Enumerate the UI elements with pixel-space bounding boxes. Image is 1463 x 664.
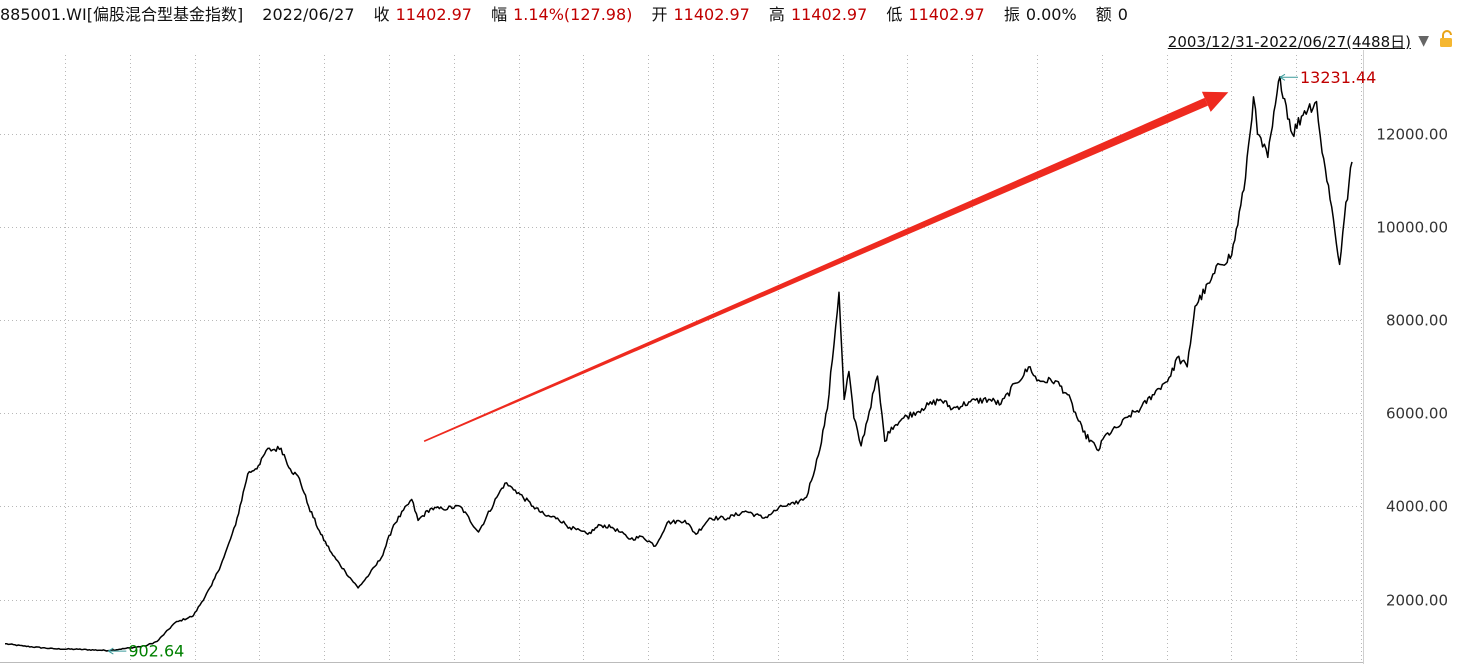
triangle-down-icon[interactable]: ▼ bbox=[1418, 33, 1429, 49]
min-marker-arrowhead bbox=[108, 647, 114, 655]
y-tick-label: 8000.00 bbox=[1386, 312, 1448, 330]
y-tick-label: 4000.00 bbox=[1386, 498, 1448, 516]
change-value: 1.14%(127.98) bbox=[513, 5, 633, 24]
y-tick-label: 2000.00 bbox=[1386, 592, 1448, 610]
fund-index-name: 885001.WI[偏股混合型基金指数] bbox=[0, 5, 244, 24]
high-value: 11402.97 bbox=[790, 5, 868, 24]
open-value: 11402.97 bbox=[673, 5, 750, 24]
open-label: 开 bbox=[651, 5, 668, 24]
close-value: 11402.97 bbox=[395, 5, 472, 24]
y-tick-label: 6000.00 bbox=[1386, 405, 1448, 423]
low-value: 11402.97 bbox=[908, 5, 985, 24]
amount-value: 0 bbox=[1117, 5, 1128, 24]
trend-arrow-head bbox=[1201, 91, 1229, 112]
trend-arrow-shaft bbox=[423, 97, 1208, 443]
change-label: 幅 bbox=[491, 5, 508, 24]
amount-label: 额 bbox=[1095, 5, 1112, 24]
min-value-label: 902.64 bbox=[128, 642, 184, 661]
lock-icon[interactable] bbox=[1437, 30, 1457, 48]
price-series-line bbox=[5, 76, 1353, 652]
max-marker-arrowhead bbox=[1279, 73, 1286, 81]
amplitude-label: 振 bbox=[1003, 5, 1020, 24]
y-tick-label: 10000.00 bbox=[1376, 219, 1448, 237]
quote-header: 885001.WI[偏股混合型基金指数] 2022/06/27 收 11402.9… bbox=[0, 0, 1463, 30]
y-tick-label: 12000.00 bbox=[1376, 126, 1448, 144]
date-range-selector[interactable]: 2003/12/31-2022/06/27(4488日) bbox=[1167, 33, 1411, 51]
quote-date: 2022/06/27 bbox=[262, 5, 355, 24]
close-label: 收 bbox=[373, 5, 390, 24]
high-label: 高 bbox=[768, 5, 785, 24]
low-label: 低 bbox=[886, 5, 903, 24]
max-value-label: 13231.44 bbox=[1300, 68, 1376, 87]
amplitude-value: 0.00% bbox=[1025, 5, 1077, 24]
